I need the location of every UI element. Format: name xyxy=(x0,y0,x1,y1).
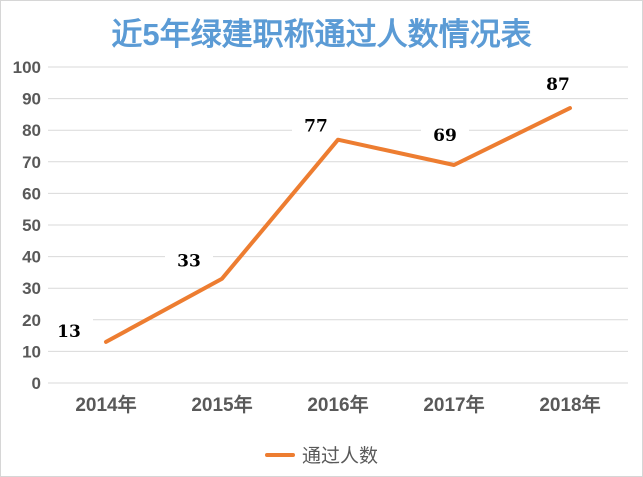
legend-line-swatch xyxy=(264,452,295,457)
data-label-background xyxy=(45,318,93,343)
y-axis-label: 80 xyxy=(22,121,41,140)
y-axis-label: 70 xyxy=(22,153,41,172)
data-label: 13 xyxy=(57,322,81,342)
x-axis-label: 2014年 xyxy=(75,393,136,416)
chart-title: 近5年绿建职称通过人数情况表 xyxy=(111,17,532,52)
y-axis-label: 0 xyxy=(32,374,41,393)
y-axis-label: 60 xyxy=(22,184,41,203)
data-label: 77 xyxy=(304,117,328,137)
legend: 通过人数 xyxy=(1,441,642,468)
y-axis-label: 100 xyxy=(13,58,41,77)
data-label-background xyxy=(165,248,213,273)
y-axis-label: 50 xyxy=(22,216,41,235)
y-axis-label: 10 xyxy=(22,342,41,361)
x-axis-label: 2016年 xyxy=(307,393,368,416)
y-axis-label: 40 xyxy=(22,248,41,267)
legend-label: 通过人数 xyxy=(301,446,378,467)
data-label-background xyxy=(534,72,582,97)
data-label-background xyxy=(421,123,469,147)
y-axis-label: 20 xyxy=(22,311,41,330)
y-axis-label: 30 xyxy=(22,279,41,298)
series-line xyxy=(104,106,572,344)
data-label: 87 xyxy=(546,75,570,95)
x-axis-label: 2017年 xyxy=(423,393,484,416)
data-label-background xyxy=(292,113,340,138)
y-axis-label: 90 xyxy=(22,90,41,109)
x-axis-label: 2018年 xyxy=(539,393,600,416)
data-label: 69 xyxy=(433,126,457,146)
data-label: 33 xyxy=(177,252,201,272)
x-axis-label: 2015年 xyxy=(191,393,252,416)
